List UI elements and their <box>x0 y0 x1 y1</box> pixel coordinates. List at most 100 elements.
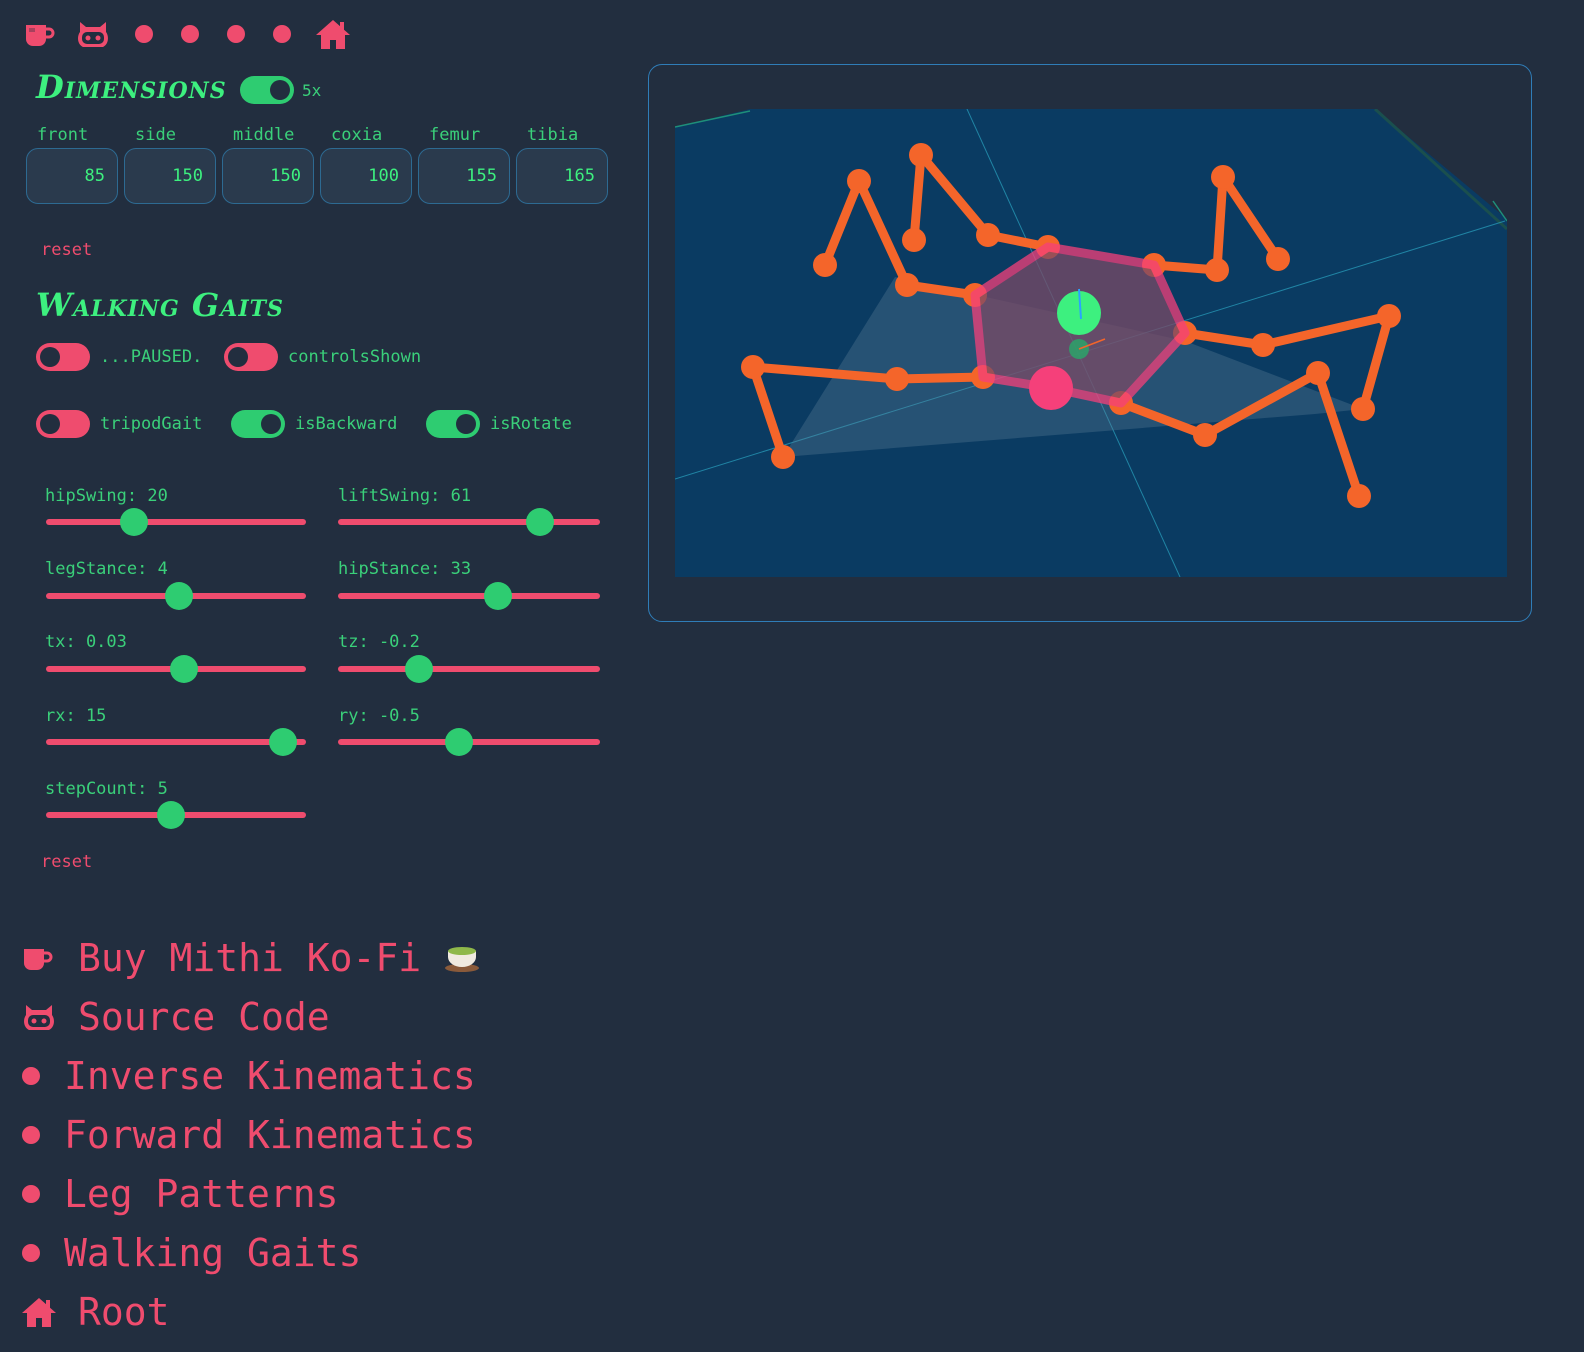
controls-shown-toggle-row: controlsShown <box>224 343 421 371</box>
is-rotate-label: isRotate <box>490 414 572 434</box>
dim-label-coxia: coxia <box>331 125 383 145</box>
scale-label: 5x <box>302 80 322 100</box>
paused-label: ...PAUSED. <box>100 347 203 367</box>
dot-icon <box>20 1125 64 1144</box>
link-label: Root <box>78 1289 170 1334</box>
hip-swing-label: hipSwing: 20 <box>45 486 168 506</box>
rx-label: rx: 15 <box>45 706 107 726</box>
link-label: Forward Kinematics <box>64 1112 476 1157</box>
dot-icon[interactable] <box>130 18 158 50</box>
link-forward-kinematics[interactable]: Forward Kinematics <box>20 1105 481 1164</box>
scale-toggle-row: 5x <box>240 76 321 104</box>
bottom-links: Buy Mithi Ko-Fi Source Code Inverse Kine… <box>20 928 481 1341</box>
slider-thumb[interactable] <box>444 728 473 756</box>
is-backward-label: isBackward <box>295 414 398 434</box>
tripod-gait-label: tripodGait <box>100 414 203 434</box>
slider-thumb[interactable] <box>164 582 193 610</box>
slider-thumb[interactable] <box>405 655 434 683</box>
tripod-gait-toggle-row: tripodGait <box>36 410 202 438</box>
hip-stance-slider[interactable] <box>338 582 600 610</box>
dot-icon[interactable] <box>222 18 250 50</box>
github-icon[interactable] <box>74 18 112 50</box>
dot-icon <box>20 1066 64 1085</box>
dim-label-middle: middle <box>233 125 295 145</box>
ry-label: ry: -0.5 <box>338 706 420 726</box>
link-leg-patterns[interactable]: Leg Patterns <box>20 1164 481 1223</box>
ry-slider[interactable] <box>338 728 600 756</box>
paused-toggle-row: ...PAUSED. <box>36 343 202 371</box>
link-source-code[interactable]: Source Code <box>20 987 481 1046</box>
is-rotate-toggle-row: isRotate <box>426 410 572 438</box>
slider-thumb[interactable] <box>169 655 198 683</box>
is-backward-toggle-row: isBackward <box>231 410 397 438</box>
side-input[interactable] <box>124 148 216 204</box>
dot-icon[interactable] <box>268 18 296 50</box>
link-walking-gaits[interactable]: Walking Gaits <box>20 1223 481 1282</box>
slider-thumb[interactable] <box>525 508 554 536</box>
is-backward-toggle[interactable] <box>231 410 285 438</box>
top-nav <box>22 14 370 54</box>
coffee-icon <box>20 941 78 975</box>
slider-thumb[interactable] <box>268 728 297 756</box>
tibia-input[interactable] <box>516 148 608 204</box>
tx-label: tx: 0.03 <box>45 632 127 652</box>
is-rotate-toggle[interactable] <box>426 410 480 438</box>
hexapod-canvas-frame <box>648 64 1532 622</box>
hip-stance-label: hipStance: 33 <box>338 559 472 579</box>
dimensions-reset-button[interactable]: reset <box>41 240 93 260</box>
dimension-labels: front side middle coxia femur tibia <box>26 125 614 145</box>
home-icon <box>20 1295 78 1329</box>
walking-gaits-title: Walking Gaits <box>36 286 284 324</box>
tx-slider[interactable] <box>46 655 306 683</box>
scale-toggle[interactable] <box>240 76 294 104</box>
step-count-slider[interactable] <box>46 801 306 829</box>
dim-label-side: side <box>135 125 176 145</box>
link-label: Inverse Kinematics <box>64 1053 476 1098</box>
front-input[interactable] <box>26 148 118 204</box>
tz-slider[interactable] <box>338 655 600 683</box>
center-of-gravity-marker <box>1057 291 1101 335</box>
dim-label-femur: femur <box>429 125 481 145</box>
slider-thumb[interactable] <box>483 582 512 610</box>
rx-slider[interactable] <box>46 728 306 756</box>
dot-icon[interactable] <box>176 18 204 50</box>
paused-toggle[interactable] <box>36 343 90 371</box>
link-root[interactable]: Root <box>20 1282 481 1341</box>
link-inverse-kinematics[interactable]: Inverse Kinematics <box>20 1046 481 1105</box>
femur-input[interactable] <box>418 148 510 204</box>
scene-corner <box>675 109 1507 219</box>
gaits-reset-button[interactable]: reset <box>41 852 93 872</box>
tz-label: tz: -0.2 <box>338 632 420 652</box>
link-buy-ko-fi[interactable]: Buy Mithi Ko-Fi <box>20 928 481 987</box>
tea-icon <box>443 939 481 977</box>
hexapod-3d-view[interactable] <box>675 109 1507 577</box>
controls-shown-toggle[interactable] <box>224 343 278 371</box>
lift-swing-slider[interactable] <box>338 508 600 536</box>
coffee-icon[interactable] <box>22 17 56 51</box>
leg-stance-slider[interactable] <box>46 582 306 610</box>
link-label: Leg Patterns <box>64 1171 339 1216</box>
slider-thumb[interactable] <box>156 801 185 829</box>
body-head-marker <box>1029 366 1073 410</box>
github-icon <box>20 1001 78 1033</box>
lift-swing-label: liftSwing: 61 <box>338 486 472 506</box>
dimensions-title: Dimensions <box>36 68 227 106</box>
leg-stance-label: legStance: 4 <box>45 559 168 579</box>
dimension-inputs <box>26 148 614 204</box>
link-label: Source Code <box>78 994 330 1039</box>
dim-label-front: front <box>37 125 89 145</box>
legs <box>748 150 1394 501</box>
dot-icon <box>20 1243 64 1262</box>
tripod-gait-toggle[interactable] <box>36 410 90 438</box>
link-label: Walking Gaits <box>64 1230 362 1275</box>
coxia-input[interactable] <box>320 148 412 204</box>
home-icon[interactable] <box>314 17 352 51</box>
link-label: Buy Mithi Ko-Fi <box>78 935 422 980</box>
hip-swing-slider[interactable] <box>46 508 306 536</box>
dot-icon <box>20 1184 64 1203</box>
slider-thumb[interactable] <box>120 508 149 536</box>
step-count-label: stepCount: 5 <box>45 779 168 799</box>
middle-input[interactable] <box>222 148 314 204</box>
controls-shown-label: controlsShown <box>288 347 422 367</box>
dim-label-tibia: tibia <box>527 125 579 145</box>
